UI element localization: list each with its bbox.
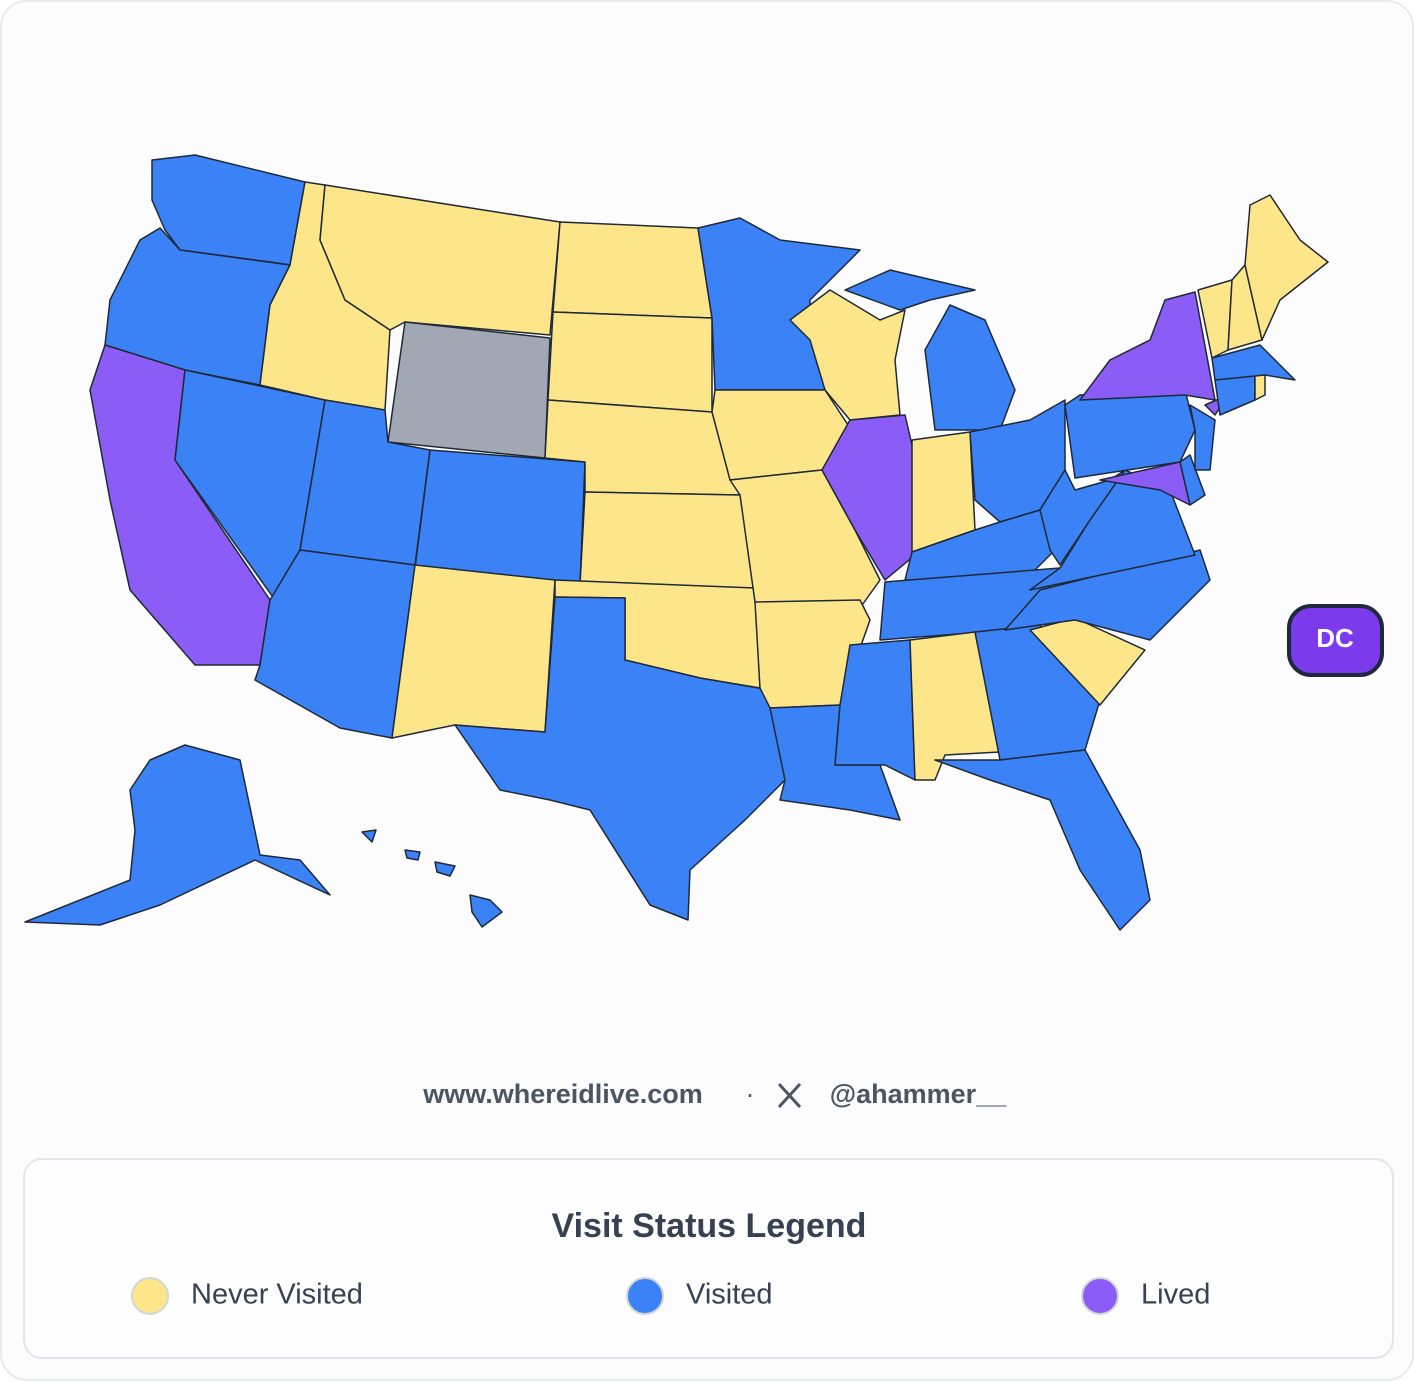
state [414,449,586,586]
dc-badge[interactable] [1287,604,1384,677]
state [391,564,556,739]
state [1079,291,1216,401]
handle-link[interactable]: @ahammer__ [830,1079,1007,1109]
state [579,491,756,589]
state [1179,454,1206,506]
state [404,849,421,861]
state [924,304,1016,431]
state [1189,404,1216,471]
x-logo[interactable] [777,1082,802,1109]
state [1211,344,1296,381]
state [1004,549,1211,641]
state [387,321,551,459]
legend-label: Lived [1141,1279,1210,1311]
state [24,744,331,926]
state [552,221,713,319]
state [547,311,713,413]
state [454,596,786,921]
state [934,749,1151,931]
legend-box [23,1158,1394,1359]
state [1254,374,1266,401]
legend-title: Visit Status Legend [552,1207,867,1245]
states [24,154,1329,931]
legend-swatch [626,1277,664,1315]
state [789,289,906,421]
legend-swatch [131,1277,169,1315]
state [821,414,916,581]
state [361,829,377,843]
state [469,894,503,928]
site-link[interactable]: www.whereidlive.com [422,1079,703,1109]
legend-swatch [1081,1277,1119,1315]
separator: · [746,1079,755,1109]
legend-label: Never Visited [191,1279,363,1311]
state [844,269,976,311]
legend-label: Visited [686,1279,773,1311]
state [434,861,456,877]
state [834,639,916,781]
dc-label: DC [1316,623,1354,653]
state [1244,194,1329,341]
